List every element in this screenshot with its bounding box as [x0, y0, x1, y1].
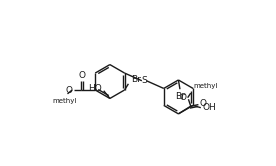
Text: O: O [79, 71, 86, 80]
Text: O: O [65, 86, 72, 95]
Text: HO: HO [88, 84, 101, 93]
Text: OH: OH [202, 103, 216, 112]
Text: O: O [199, 99, 206, 108]
Text: Br: Br [175, 92, 185, 101]
Text: methyl: methyl [193, 83, 217, 89]
Text: O: O [180, 93, 187, 102]
Text: methyl: methyl [52, 98, 77, 104]
Text: Br: Br [131, 76, 141, 84]
Text: S: S [141, 76, 147, 85]
